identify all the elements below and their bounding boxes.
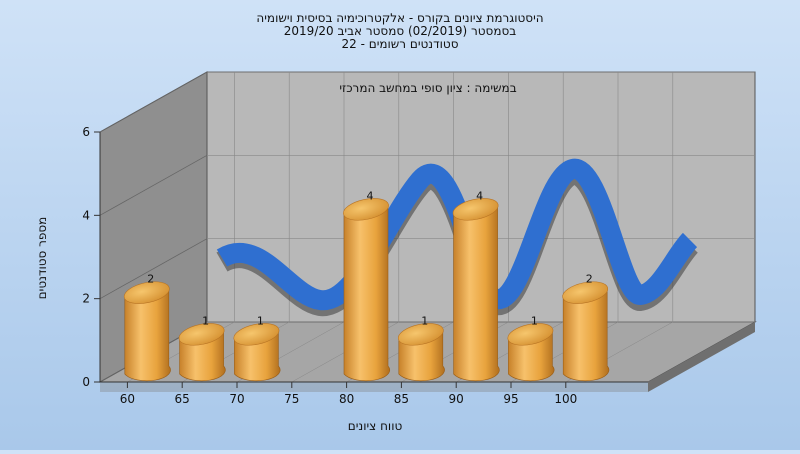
bar-value-label-8: 2: [586, 273, 593, 286]
bar-body-6: [453, 205, 500, 382]
bar-value-label-5: 1: [421, 314, 428, 327]
bar-top-4: [343, 198, 389, 221]
chart-title-line-2: בסמסטר (02/2019) סמסטר אביב 2019/20: [284, 24, 516, 38]
bar-layer: 2 1 1 4 1 4 1 2: [123, 189, 610, 382]
x-axis-label: טווח ציונים: [348, 419, 403, 433]
chart-title-line-3: סטודנטים רשומים - 22: [341, 37, 458, 51]
bar-value-label-2: 1: [257, 314, 264, 327]
y-tick-label-3: 6: [82, 125, 90, 139]
bar-value-label-6: 4: [476, 189, 483, 202]
y-tick-layer: 0 2 4 6: [82, 125, 100, 389]
bar-top-7: [507, 323, 554, 346]
floor-edge: [648, 322, 755, 392]
x-tick-label-5: 85: [394, 392, 409, 406]
bar-7: 1: [507, 314, 555, 382]
bar-8: 2: [562, 273, 610, 382]
bar-top-5: [397, 323, 444, 346]
x-tick-label-2: 70: [229, 392, 244, 406]
y-tick-label-0: 0: [82, 375, 90, 389]
bar-top-0: [123, 281, 170, 304]
bar-6: 4: [452, 189, 500, 382]
bar-1: 1: [178, 314, 226, 382]
bar-value-label-4: 4: [367, 189, 374, 202]
x-tick-label-1: 65: [175, 392, 190, 406]
bar-top-1: [178, 323, 225, 346]
bar-value-label-1: 1: [202, 314, 209, 327]
bar-2: 1: [233, 314, 281, 382]
grid-diagonal-1: [99, 238, 208, 300]
bar-5: 1: [397, 314, 445, 382]
bar-value-label-7: 1: [531, 314, 538, 327]
y-axis-label: מספר סטודנטים: [35, 217, 49, 300]
bar-body-4: [343, 205, 390, 382]
bar-body-8: [562, 288, 610, 382]
x-tick-label-4: 80: [339, 392, 354, 406]
bar-body-0: [124, 288, 171, 382]
x-tick-label-0: 60: [120, 392, 135, 406]
x-tick-label-3: 75: [284, 392, 299, 406]
x-tick-label-8: 100: [554, 392, 577, 406]
chart-title-line-1: היסטוגרמת ציונים בקורס - אלקטרוכימיה בסי…: [256, 11, 543, 25]
x-tick-layer: 60 65 70 75 80 85 90 95 100: [120, 382, 577, 406]
chart-subtitle: במשימה : ציון סופי במחשב המרכזי: [339, 81, 516, 95]
bar-top-2: [233, 323, 280, 346]
x-tick-label-7: 95: [503, 392, 518, 406]
bar-top-8: [562, 281, 609, 304]
y-tick-label-1: 2: [82, 292, 90, 306]
x-tick-label-6: 90: [449, 392, 464, 406]
bar-4: 4: [343, 189, 390, 382]
bar-0: 2: [123, 273, 171, 382]
grid-diagonal-2: [99, 154, 208, 216]
bar-value-label-0: 2: [147, 273, 154, 286]
grid-diagonal-3: [99, 71, 208, 133]
y-tick-label-2: 4: [82, 208, 90, 222]
bar-top-6: [452, 198, 499, 221]
